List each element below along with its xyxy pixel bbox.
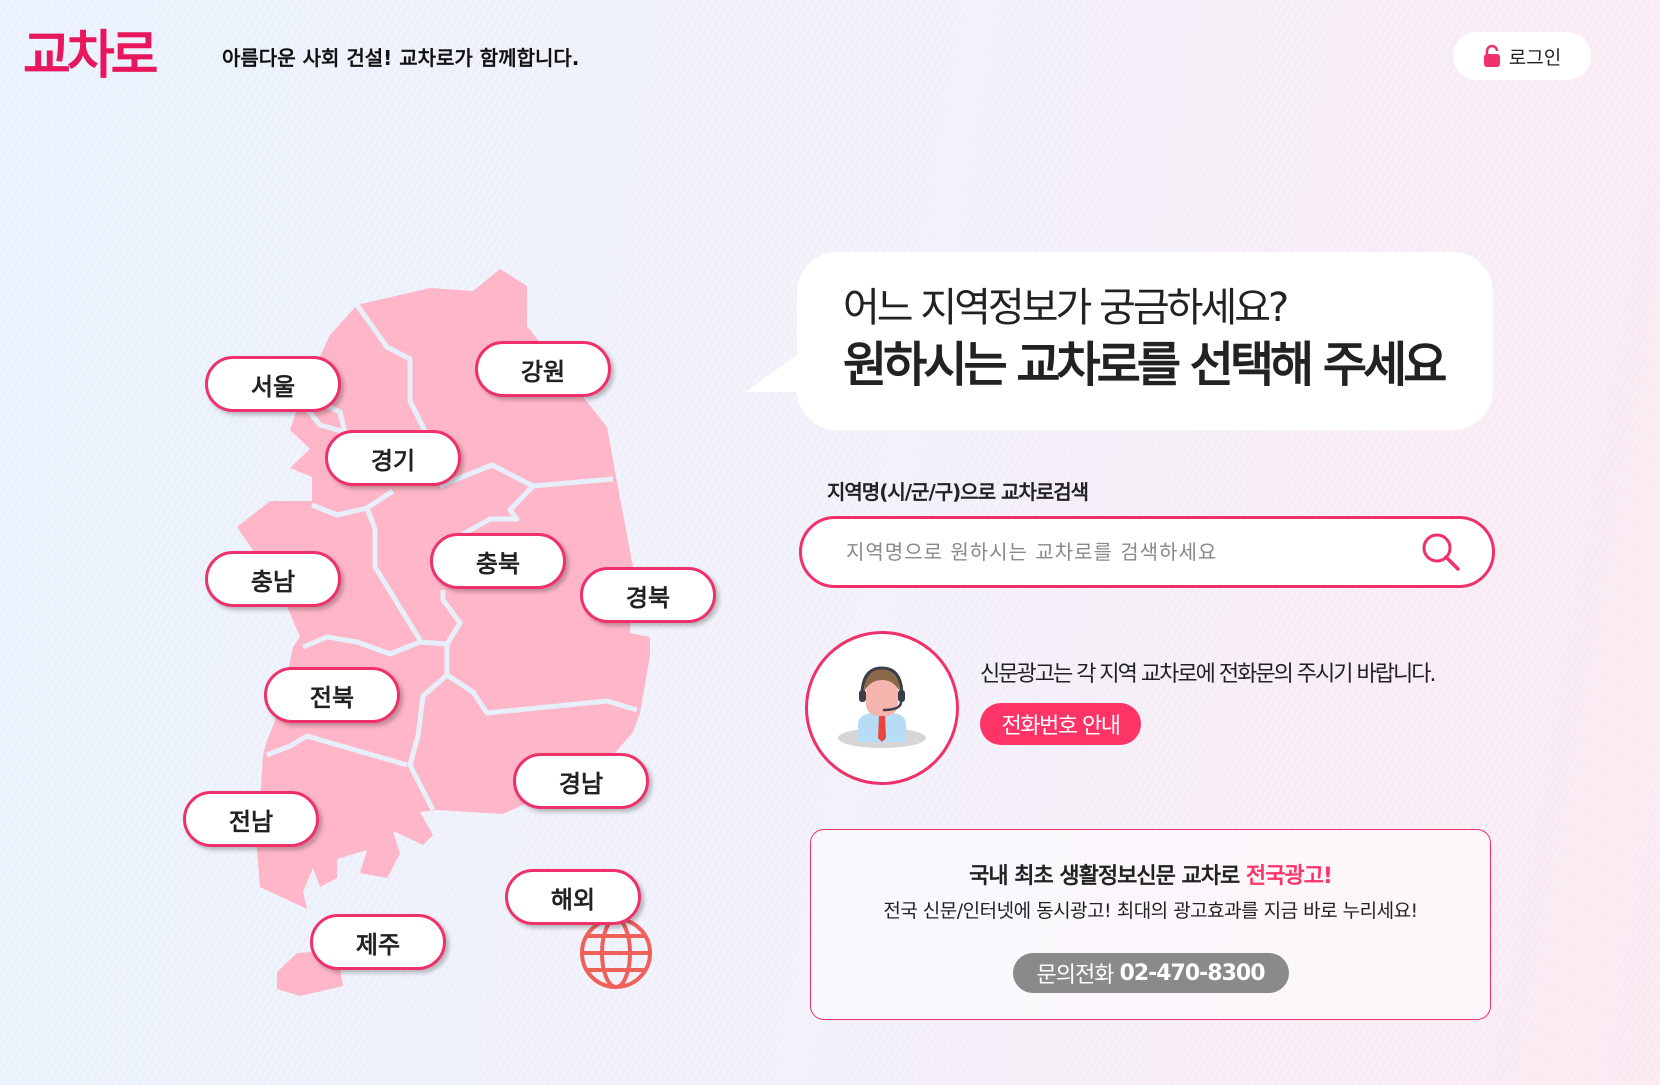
customer-service-agent-icon bbox=[805, 631, 959, 785]
login-button[interactable]: 로그인 bbox=[1453, 32, 1591, 80]
region-jeonbuk[interactable]: 전북 bbox=[264, 667, 400, 723]
region-jeonnam[interactable]: 전남 bbox=[183, 791, 319, 847]
ad-banner: 국내 최초 생활정보신문 교차로 전국광고! 전국 신문/인터넷에 동시광고! … bbox=[810, 829, 1491, 1020]
contact-notice: 신문광고는 각 지역 교차로에 전화문의 주시기 바랍니다. bbox=[980, 662, 1436, 687]
region-gyeongbuk[interactable]: 경북 bbox=[580, 567, 716, 623]
region-chungbuk[interactable]: 충북 bbox=[430, 533, 566, 589]
logo[interactable]: 교차로 bbox=[23, 26, 159, 86]
region-gyeongnam[interactable]: 경남 bbox=[513, 753, 649, 809]
ad-title-highlight: 전국광고! bbox=[1245, 864, 1333, 889]
region-gyeonggi[interactable]: 경기 bbox=[325, 430, 461, 486]
phone-number: 02-470-8300 bbox=[1119, 960, 1265, 986]
tagline: 아름다운 사회 건설! 교차로가 함께합니다. bbox=[222, 46, 580, 70]
lock-icon bbox=[1483, 44, 1500, 67]
bubble-question: 어느 지역정보가 궁금하세요? bbox=[843, 285, 1289, 331]
region-seoul[interactable]: 서울 bbox=[205, 356, 341, 412]
speech-bubble-tail bbox=[746, 348, 806, 392]
search-input[interactable] bbox=[846, 540, 1420, 564]
phone-directory-button[interactable]: 전화번호 안내 bbox=[980, 703, 1141, 745]
region-gangwon[interactable]: 강원 bbox=[475, 341, 611, 397]
speech-bubble: 어느 지역정보가 궁금하세요? 원하시는 교차로를 선택해 주세요 bbox=[797, 252, 1493, 430]
search-label: 지역명(시/군/구)으로 교차로검색 bbox=[827, 480, 1089, 504]
login-label: 로그인 bbox=[1508, 46, 1562, 69]
inquiry-phone-button[interactable]: 문의전화 02-470-8300 bbox=[1012, 953, 1289, 993]
ad-subtitle: 전국 신문/인터넷에 동시광고! 최대의 광고효과를 지금 바로 누리세요! bbox=[883, 900, 1418, 922]
region-chungnam[interactable]: 충남 bbox=[205, 551, 341, 607]
ad-title: 국내 최초 생활정보신문 교차로 전국광고! bbox=[969, 864, 1333, 889]
search-icon[interactable] bbox=[1420, 531, 1462, 573]
region-jeju[interactable]: 제주 bbox=[310, 914, 446, 970]
bubble-instruction: 원하시는 교차로를 선택해 주세요 bbox=[843, 337, 1447, 393]
region-overseas[interactable]: 해외 bbox=[505, 869, 641, 925]
search-box bbox=[799, 516, 1495, 588]
globe-icon[interactable] bbox=[580, 917, 652, 989]
